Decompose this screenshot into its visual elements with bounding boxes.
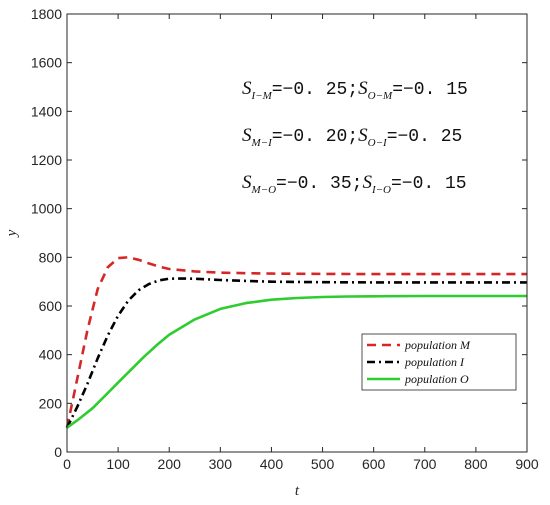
annotation-subscript: I−M	[251, 90, 273, 102]
legend: population M population I population O	[361, 333, 517, 391]
annotation-value: =−0. 20;	[272, 127, 358, 147]
y-tick-label: 800	[39, 249, 63, 265]
x-tick-label: 0	[63, 456, 71, 472]
annotation-symbol: S	[358, 78, 368, 99]
legend-label-2: population I	[404, 355, 465, 369]
plot-frame	[66, 13, 528, 453]
y-axis-label: y	[4, 229, 20, 238]
x-tick-label: 100	[106, 456, 130, 472]
y-tick-label: 1200	[31, 152, 62, 168]
annotation-subscript: O−I	[368, 137, 388, 149]
x-tick-label: 200	[158, 456, 182, 472]
x-tick-label: 800	[464, 456, 488, 472]
annotation-subscript: M−I	[251, 137, 274, 149]
y-tick-label: 0	[54, 444, 62, 460]
annotation-value: =−0. 35;	[276, 174, 362, 194]
x-tick-label: 400	[260, 456, 284, 472]
series-line-3	[66, 294, 527, 429]
x-tick-label: 900	[515, 456, 539, 472]
y-tick-label: 1000	[31, 201, 62, 217]
axes-layer	[66, 13, 528, 453]
annotation-subscript: I−O	[371, 184, 391, 196]
annotation-line-2: SM−I=−0. 20;SO−I=−0. 25	[242, 125, 462, 149]
annotation-subscript: O−M	[368, 90, 393, 102]
annotation-value: =−0. 15	[392, 80, 468, 100]
y-tick-label: 600	[39, 298, 63, 314]
y-tick-label: 200	[39, 395, 63, 411]
annotation-value: =−0. 25	[387, 127, 463, 147]
annotation-value: =−0. 15	[391, 174, 467, 194]
y-tick-label: 1800	[31, 6, 62, 22]
annotation-symbol: S	[362, 172, 372, 193]
y-tick-label: 400	[39, 347, 63, 363]
x-tick-label: 300	[209, 456, 233, 472]
series-line-1	[65, 256, 527, 428]
y-tick-label: 1600	[31, 55, 62, 71]
annotation-symbol: S	[358, 125, 368, 146]
annotation-value: =−0. 25;	[272, 80, 358, 100]
x-tick-label: 500	[311, 456, 335, 472]
ticks-layer: 0 100 200 300 400 500 600 700 800 900 0 200 400 600 80…	[31, 6, 539, 472]
annotation-symbol: S	[242, 172, 252, 193]
annotation-symbol: S	[242, 125, 252, 146]
series-layer	[65, 256, 527, 429]
x-tick-label: 600	[362, 456, 386, 472]
annotation-line-3: SM−O=−0. 35;SI−O=−0. 15	[242, 172, 467, 196]
x-axis-label: t	[295, 483, 300, 499]
series-line-2	[65, 277, 527, 429]
annotation-symbol: S	[242, 78, 252, 99]
legend-label-1: population M	[404, 338, 471, 352]
y-tick-label: 1400	[31, 103, 62, 119]
annotation-subscript: M−O	[251, 184, 277, 196]
x-tick-label: 700	[413, 456, 437, 472]
annotation-line-1: SI−M=−0. 25;SO−M=−0. 15	[242, 78, 468, 102]
legend-label-3: population O	[404, 372, 469, 386]
